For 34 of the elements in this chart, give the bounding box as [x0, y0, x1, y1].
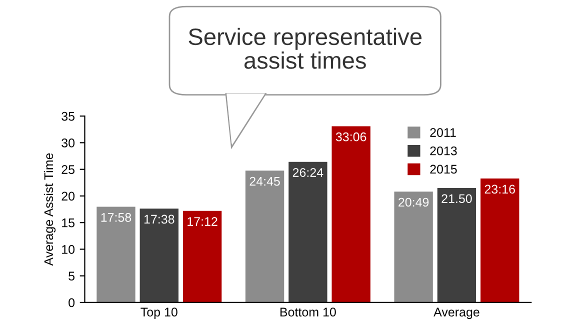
- data-label: 33:06: [336, 132, 366, 142]
- data-label: 17:12: [188, 217, 218, 226]
- data-label: 23:16: [484, 184, 515, 194]
- legend-label: 2015: [430, 164, 457, 174]
- bar: [96, 206, 136, 302]
- legend-label: 2013: [430, 146, 457, 156]
- data-label: 26:24: [292, 168, 324, 177]
- y-tick-label: 30: [62, 138, 75, 148]
- x-tick-label: Top 10: [140, 308, 178, 319]
- bar: [288, 162, 328, 302]
- bar: [480, 178, 520, 302]
- x-tick-label: Bottom 10: [280, 308, 336, 317]
- data-label: 24:45: [250, 176, 280, 186]
- bar: [140, 208, 178, 302]
- bar: [332, 126, 370, 302]
- bar: [182, 210, 222, 302]
- y-tick-label: 5: [68, 272, 75, 280]
- data-label: 17:58: [101, 212, 132, 222]
- y-tick-label: 10: [62, 245, 75, 254]
- y-tick-label: 20: [62, 192, 75, 201]
- bar: [394, 192, 433, 302]
- data-label: 21.50: [442, 194, 472, 204]
- y-tick-label: 0: [68, 298, 75, 308]
- y-tick-label: 35: [62, 112, 75, 121]
- y-tick-label: 15: [62, 218, 75, 228]
- x-tick-label: Average: [434, 308, 480, 319]
- legend-label: 2011: [430, 128, 456, 137]
- chart-title: Service representative assist times: [188, 28, 422, 69]
- y-axis-title: Average Assist Time: [44, 153, 56, 266]
- data-label: 20:49: [398, 198, 429, 207]
- bar: [245, 170, 284, 302]
- data-label: 17:38: [144, 214, 174, 224]
- y-tick-label: 25: [62, 165, 75, 174]
- bar: [437, 188, 476, 302]
